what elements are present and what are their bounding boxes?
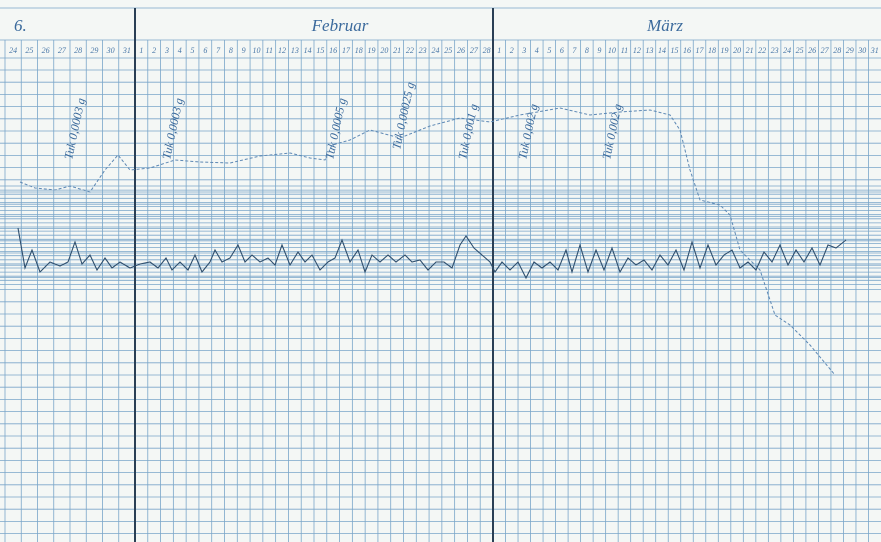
day-label: 10 [252,46,260,55]
day-label: 28 [74,46,82,55]
day-label: 22 [758,46,766,55]
day-label: 29 [846,46,854,55]
month-label: 6. [14,16,27,35]
day-label: 17 [696,46,705,55]
day-label: 28 [483,46,491,55]
day-label: 5 [191,46,195,55]
day-label: 11 [621,46,628,55]
day-label: 14 [658,46,666,55]
day-label: 12 [278,46,286,55]
day-label: 31 [870,46,879,55]
day-label: 26 [42,46,50,55]
day-label: 25 [25,46,33,55]
day-label: 16 [683,46,691,55]
day-label: 21 [393,46,401,55]
day-label: 23 [771,46,779,55]
day-label: 13 [291,46,299,55]
day-label: 3 [521,46,526,55]
day-label: 19 [368,46,376,55]
day-label: 22 [406,46,414,55]
day-label: 2 [510,46,514,55]
day-label: 18 [355,46,363,55]
day-label: 31 [122,46,131,55]
day-label: 2 [152,46,156,55]
day-label: 28 [833,46,841,55]
day-label: 21 [746,46,754,55]
day-label: 24 [783,46,791,55]
day-label: 20 [733,46,741,55]
chart-sheet: 24252627282930316.1234567891011121314151… [0,0,881,542]
day-label: 27 [58,46,67,55]
day-label: 4 [178,46,182,55]
day-label: 25 [444,46,452,55]
day-label: 12 [633,46,641,55]
day-label: 26 [808,46,816,55]
day-label: 3 [164,46,169,55]
month-label: Februar [311,16,369,35]
day-label: 16 [329,46,337,55]
month-label: März [646,16,683,35]
day-label: 6 [560,46,564,55]
day-label: 27 [821,46,830,55]
day-label: 26 [457,46,465,55]
day-label: 23 [419,46,427,55]
day-label: 24 [9,46,17,55]
day-label: 8 [229,46,233,55]
day-label: 17 [342,46,351,55]
day-label: 30 [857,46,866,55]
day-label: 30 [106,46,115,55]
day-label: 13 [645,46,653,55]
day-label: 8 [585,46,589,55]
day-label: 1 [497,46,501,55]
day-label: 24 [431,46,439,55]
day-label: 6 [203,46,207,55]
day-label: 15 [670,46,678,55]
day-label: 14 [304,46,312,55]
day-label: 10 [608,46,616,55]
day-label: 9 [597,46,601,55]
day-label: 27 [470,46,479,55]
day-label: 19 [721,46,729,55]
day-label: 25 [796,46,804,55]
day-label: 18 [708,46,716,55]
day-label: 5 [547,46,551,55]
day-label: 15 [316,46,324,55]
day-label: 11 [266,46,273,55]
day-label: 1 [139,46,143,55]
day-label: 9 [242,46,246,55]
day-label: 29 [90,46,98,55]
day-label: 20 [380,46,388,55]
day-label: 4 [535,46,539,55]
page: 24252627282930316.1234567891011121314151… [0,0,881,542]
